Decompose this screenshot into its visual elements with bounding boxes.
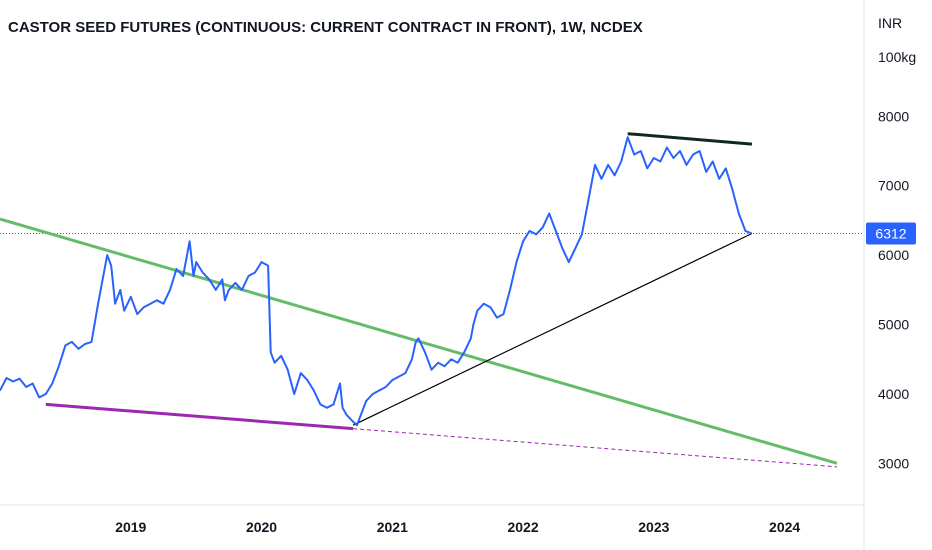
time-tick-label: 2020: [246, 519, 277, 535]
price-tick-group: 3000 4000 5000 6000 7000 8000: [878, 108, 909, 471]
time-tick-label: 2024: [769, 519, 800, 535]
top-trendline: [627, 132, 753, 146]
price-series-line: [0, 136, 753, 427]
plot-area[interactable]: [0, 132, 864, 468]
support-trendline: [352, 232, 753, 426]
time-tick-label: 2022: [507, 519, 538, 535]
price-tick-label: 3000: [878, 455, 909, 471]
chart-title: CASTOR SEED FUTURES (CONTINUOUS: CURRENT…: [8, 19, 643, 36]
price-tick-label: 5000: [878, 317, 909, 333]
purple-trendline: [45, 402, 354, 431]
price-tick-label: 6000: [878, 247, 909, 263]
trendline-group: [0, 132, 838, 468]
unit-label: 100kg: [878, 49, 916, 65]
price-tick-label: 8000: [878, 108, 909, 124]
price-tick-label: 4000: [878, 386, 909, 402]
green-trendline: [0, 217, 838, 465]
last-price-value: 6312: [875, 225, 906, 241]
price-axis[interactable]: INR 100kg 3000 4000 5000 6000 7000 8000: [863, 0, 916, 550]
time-axis[interactable]: 2019 2020 2021 2022 2023 2024: [0, 504, 864, 535]
last-price-badge-bg: [866, 222, 916, 245]
last-price-badge: 6312: [866, 222, 916, 245]
time-tick-group: 2019 2020 2021 2022 2023 2024: [115, 519, 800, 535]
time-tick-label: 2021: [377, 519, 408, 535]
purple-trendline-extension: [353, 428, 837, 468]
time-tick-label: 2019: [115, 519, 146, 535]
time-tick-label: 2023: [638, 519, 669, 535]
currency-label: INR: [878, 15, 902, 31]
price-tick-label: 7000: [878, 178, 909, 194]
